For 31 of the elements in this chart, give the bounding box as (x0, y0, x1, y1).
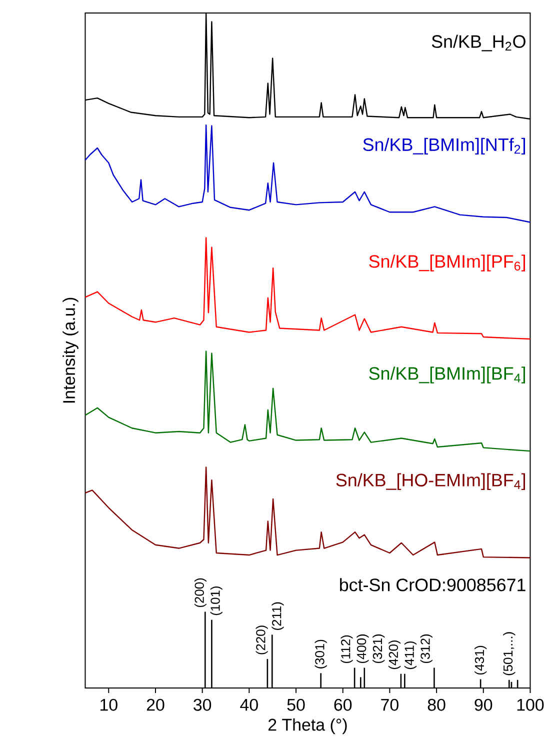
annotation: (431) (474, 646, 486, 675)
annotation: (101) (210, 586, 222, 616)
x-tick-label: 90 (474, 698, 492, 711)
x-tick-label: 60 (334, 698, 352, 711)
annotation: bct-Sn CrOD:90085671 (340, 578, 526, 592)
x-tick-label: 20 (146, 698, 164, 711)
x-tick-label: 80 (428, 698, 446, 711)
annotation: (420) (388, 640, 400, 670)
annotation: (200) (194, 578, 206, 608)
text: Sn/KB_[HO-EMIm][BF$_{4}$] (336, 473, 525, 490)
annotation: (211) (272, 602, 284, 630)
annotation: (112) (340, 635, 353, 664)
annotation: (312) (420, 634, 432, 664)
x-tick-label: 100 (517, 698, 544, 711)
text: Sn/KB_[BMIm][BF$_{4}$] (369, 366, 525, 384)
annotation: (301) (314, 640, 327, 668)
text: Sn/KB_[BMIm][NTf$_{2}$] (363, 138, 525, 155)
annotation: (501,...) (502, 632, 516, 676)
x-tick-label: 10 (100, 698, 118, 711)
annotation: (400) (356, 634, 369, 664)
x-tick-label: 70 (381, 698, 398, 711)
x-tick-label: 50 (287, 698, 305, 711)
text: Sn/KB_H$_{2}$O (432, 34, 526, 52)
x-tick-label: 30 (193, 698, 211, 711)
x-tick-label: 40 (240, 698, 258, 711)
annotation: (321) (372, 634, 385, 664)
annotation: (411) (404, 641, 416, 670)
y-axis-title: Intensity (a.u.) (62, 298, 78, 403)
text: Sn/KB_[BMIm][PF$_{6}$] (369, 254, 525, 272)
annotation: (220) (256, 626, 268, 654)
x-axis-title: 2 Theta (°) (268, 718, 347, 734)
